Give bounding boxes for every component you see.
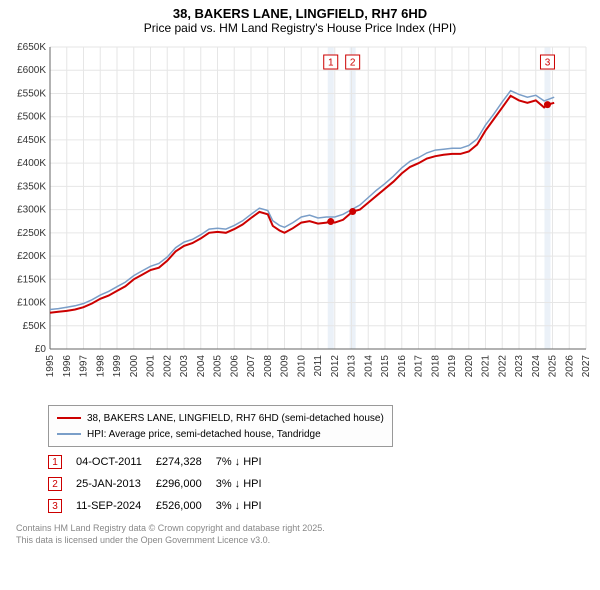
x-tick-label: 2017 — [414, 355, 425, 378]
transaction-dot — [349, 208, 356, 215]
transaction-row: 1 04-OCT-2011£274,3287% ↓ HPI — [48, 451, 276, 473]
transaction-price: £526,000 — [156, 495, 216, 517]
x-tick-label: 2007 — [246, 355, 257, 378]
y-tick-label: £350K — [17, 181, 46, 192]
transaction-row-marker: 3 — [48, 499, 62, 513]
x-tick-label: 2013 — [347, 355, 358, 378]
x-tick-label: 2005 — [213, 355, 224, 378]
legend-label: 38, BAKERS LANE, LINGFIELD, RH7 6HD (sem… — [87, 413, 384, 424]
y-tick-label: £650K — [17, 42, 46, 53]
x-tick-label: 2014 — [363, 355, 374, 378]
chart-area: £0 £50K £100K £150K £200K £250K £300K £350K £400… — [8, 39, 592, 399]
transaction-row: 3 11-SEP-2024£526,0003% ↓ HPI — [48, 495, 276, 517]
y-tick-label: £200K — [17, 251, 46, 262]
footer-line-1: Contains HM Land Registry data © Crown c… — [16, 523, 592, 535]
legend-swatch — [57, 417, 81, 419]
x-tick-label: 2010 — [296, 355, 307, 378]
x-tick-label: 2020 — [464, 355, 475, 378]
x-tick-label: 2025 — [548, 355, 559, 378]
transaction-date: 11-SEP-2024 — [76, 495, 156, 517]
legend-label: HPI: Average price, semi-detached house,… — [87, 429, 321, 440]
y-tick-label: £0 — [35, 344, 47, 355]
transaction-marker-num: 2 — [350, 58, 356, 69]
transactions-table: 1 04-OCT-2011£274,3287% ↓ HPI 2 25-JAN-2013… — [48, 451, 276, 517]
transaction-vs-hpi: 3% ↓ HPI — [216, 473, 276, 495]
x-tick-label: 2016 — [397, 355, 408, 378]
x-tick-label: 2004 — [196, 355, 207, 378]
y-tick-label: £250K — [17, 228, 46, 239]
x-tick-label: 2012 — [330, 355, 341, 378]
y-tick-label: £500K — [17, 112, 46, 123]
x-tick-label: 2001 — [146, 355, 157, 378]
footer-line-2: This data is licensed under the Open Gov… — [16, 535, 592, 547]
marker-band — [350, 47, 356, 349]
transaction-vs-hpi: 7% ↓ HPI — [216, 451, 276, 473]
x-tick-label: 2027 — [581, 355, 592, 378]
x-tick-label: 2022 — [497, 355, 508, 378]
price-chart-svg: £0 £50K £100K £150K £200K £250K £300K £350K £400… — [8, 39, 592, 399]
y-tick-label: £50K — [23, 321, 47, 332]
legend-item: 38, BAKERS LANE, LINGFIELD, RH7 6HD (sem… — [57, 410, 384, 426]
title-line-2: Price paid vs. HM Land Registry's House … — [8, 21, 592, 35]
chart-title-block: 38, BAKERS LANE, LINGFIELD, RH7 6HD Pric… — [8, 6, 592, 35]
transaction-row-marker: 1 — [48, 455, 62, 469]
y-tick-label: £600K — [17, 65, 46, 76]
x-tick-label: 2009 — [280, 355, 291, 378]
marker-band — [544, 47, 550, 349]
x-tick-label: 2000 — [129, 355, 140, 378]
x-tick-label: 2021 — [481, 355, 492, 378]
x-tick-label: 2015 — [380, 355, 391, 378]
transaction-date: 25-JAN-2013 — [76, 473, 156, 495]
y-tick-label: £400K — [17, 158, 46, 169]
y-tick-label: £100K — [17, 298, 46, 309]
x-tick-label: 2003 — [179, 355, 190, 378]
transaction-price: £296,000 — [156, 473, 216, 495]
x-tick-label: 2006 — [229, 355, 240, 378]
y-tick-label: £550K — [17, 88, 46, 99]
x-tick-label: 1999 — [112, 355, 123, 378]
legend-item: HPI: Average price, semi-detached house,… — [57, 426, 384, 442]
transaction-dot — [327, 218, 334, 225]
x-tick-label: 1998 — [95, 355, 106, 378]
footer-attribution: Contains HM Land Registry data © Crown c… — [16, 523, 592, 546]
legend-swatch — [57, 433, 81, 435]
x-tick-label: 2019 — [447, 355, 458, 378]
x-tick-label: 2024 — [531, 355, 542, 378]
marker-band — [328, 47, 334, 349]
x-tick-label: 2008 — [263, 355, 274, 378]
x-tick-label: 1995 — [45, 355, 56, 378]
y-tick-label: £450K — [17, 135, 46, 146]
transaction-date: 04-OCT-2011 — [76, 451, 156, 473]
x-tick-label: 2018 — [430, 355, 441, 378]
x-tick-label: 2002 — [162, 355, 173, 378]
y-tick-label: £150K — [17, 274, 46, 285]
transaction-row: 2 25-JAN-2013£296,0003% ↓ HPI — [48, 473, 276, 495]
x-tick-label: 1997 — [79, 355, 90, 378]
x-tick-label: 2026 — [564, 355, 575, 378]
transaction-marker-num: 3 — [545, 58, 551, 69]
y-tick-label: £300K — [17, 205, 46, 216]
x-tick-label: 1996 — [62, 355, 73, 378]
x-tick-label: 2023 — [514, 355, 525, 378]
transaction-dot — [544, 101, 551, 108]
transaction-marker-num: 1 — [328, 58, 334, 69]
transaction-price: £274,328 — [156, 451, 216, 473]
transaction-vs-hpi: 3% ↓ HPI — [216, 495, 276, 517]
legend: 38, BAKERS LANE, LINGFIELD, RH7 6HD (sem… — [48, 405, 393, 447]
title-line-1: 38, BAKERS LANE, LINGFIELD, RH7 6HD — [8, 6, 592, 21]
transaction-row-marker: 2 — [48, 477, 62, 491]
x-tick-label: 2011 — [313, 355, 324, 377]
